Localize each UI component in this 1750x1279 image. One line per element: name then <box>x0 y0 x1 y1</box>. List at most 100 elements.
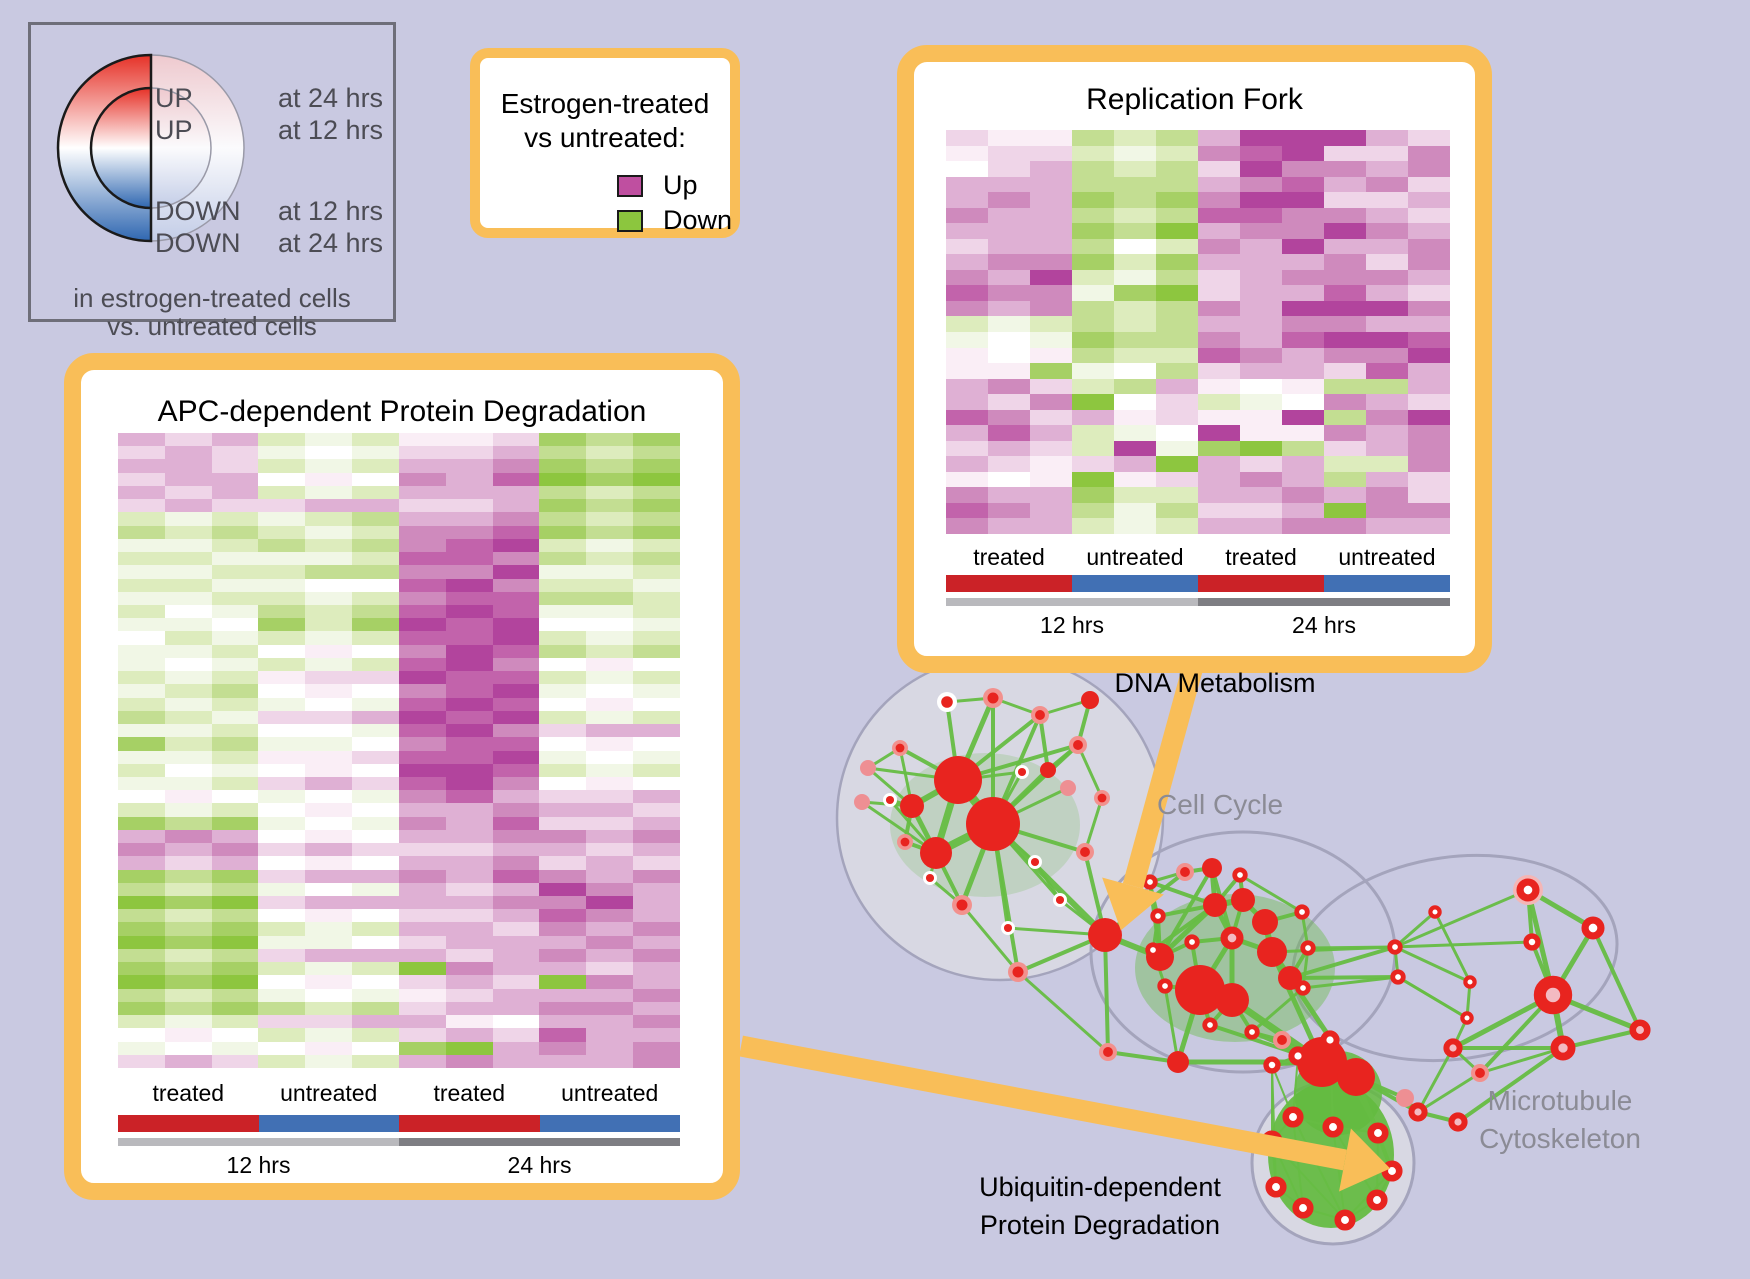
heatmap-cell <box>988 502 1030 519</box>
heatmap-cell <box>398 816 446 830</box>
heatmap-cell <box>1198 347 1240 364</box>
heatmap-cell <box>1114 425 1156 441</box>
heatmap-cell <box>633 1054 680 1068</box>
heatmap-cell <box>1156 378 1198 395</box>
heatmap-cell <box>1282 456 1324 472</box>
heatmap-cell <box>539 750 587 764</box>
heatmap-cell <box>539 909 587 923</box>
heatmap-cell <box>1156 223 1198 239</box>
network-node <box>1088 918 1122 952</box>
heatmap-cell <box>164 790 212 804</box>
heatmap-cell <box>539 499 587 513</box>
heatmap-cell <box>398 485 446 500</box>
network-node <box>934 756 982 804</box>
network-node <box>1294 904 1310 920</box>
heatmap-cell <box>305 525 353 539</box>
heatmap-cell <box>1240 440 1282 457</box>
heatmap-cell <box>211 604 259 619</box>
heatmap-cell <box>118 962 165 976</box>
heatmap-cell <box>586 750 634 764</box>
heatmap-cell <box>586 499 634 513</box>
heatmap-cell <box>352 776 399 791</box>
heatmap-cell <box>164 684 212 698</box>
ring-down-outer-time: at 24 hrs <box>278 228 384 258</box>
heatmap-cell <box>211 790 259 804</box>
heatmap-cell <box>258 909 306 923</box>
heatmap-cell <box>1156 207 1198 224</box>
heatmap-cell <box>398 446 446 460</box>
network-edge <box>1288 975 1400 980</box>
heatmap-cell <box>1240 456 1282 472</box>
heatmap-cell <box>1324 300 1366 317</box>
network-node <box>1366 1189 1388 1211</box>
heatmap-cell <box>633 816 680 830</box>
heatmap-cell <box>445 896 493 910</box>
network-node <box>1060 780 1076 796</box>
heatmap-cell <box>305 882 353 897</box>
heatmap-cell <box>1282 176 1324 193</box>
network-edge <box>1292 1116 1346 1221</box>
ubiquitin-label-line2: Protein Degradation <box>979 1210 1221 1240</box>
heatmap-cell <box>164 869 212 883</box>
heatmap-cell <box>539 776 587 791</box>
heatmap-cell <box>539 962 587 976</box>
apc-group-label: treated <box>152 1080 225 1106</box>
heatmap-cell <box>1198 207 1240 224</box>
network-edge <box>1416 1046 1455 1114</box>
heatmap-cell <box>305 472 353 486</box>
heatmap-cell <box>492 710 540 725</box>
heatmap-cell <box>633 724 680 738</box>
heatmap-cell <box>1114 145 1156 162</box>
heatmap-cell <box>445 538 493 553</box>
heatmap-cell <box>164 1015 212 1029</box>
network-node-core <box>1475 1068 1485 1078</box>
heatmap-cell <box>164 882 212 897</box>
rf-group-label: untreated <box>1338 544 1436 570</box>
heatmap-cell <box>258 1015 306 1029</box>
heatmap-cell <box>1072 161 1114 177</box>
network-node <box>1396 1089 1414 1107</box>
heatmap-cell <box>988 269 1030 286</box>
heatmap-cell <box>1198 161 1240 177</box>
heatmap-cell <box>211 631 259 645</box>
heatmap-cell <box>258 565 306 579</box>
heatmap-cell <box>305 1041 353 1055</box>
heatmap-cell <box>539 657 587 672</box>
network-node <box>1231 888 1255 912</box>
apc-treatment-bars <box>118 1115 680 1132</box>
heatmap-cell <box>398 512 446 526</box>
heatmap-cell <box>164 485 212 500</box>
heatmap-cell <box>586 909 634 923</box>
heatmap-cell <box>305 644 353 658</box>
network-edge <box>960 903 1020 974</box>
heatmap-cell <box>1198 518 1240 534</box>
heatmap-cell <box>633 499 680 513</box>
heatmap-cell <box>118 512 165 526</box>
heatmap-cell <box>211 829 259 844</box>
heatmap-cell <box>258 803 306 817</box>
network-edge <box>1306 945 1397 950</box>
heatmap-cell <box>492 909 540 923</box>
ring-up-inner-time: at 12 hrs <box>278 115 384 145</box>
heatmap-cell <box>352 604 399 619</box>
heatmap-cell <box>305 446 353 460</box>
heatmap-cell <box>445 869 493 883</box>
heatmap-cell <box>164 724 212 738</box>
heatmap-cell <box>1240 487 1282 503</box>
heatmap-cell <box>1324 316 1366 332</box>
heatmap-cell <box>398 948 446 963</box>
heatmap-cell <box>1198 145 1240 162</box>
network-node <box>966 797 1020 851</box>
heatmap-cell <box>445 816 493 830</box>
heatmap-cell <box>633 433 680 447</box>
network-node-core <box>1012 966 1024 978</box>
heatmap-cell <box>1114 518 1156 534</box>
heatmap-cell <box>988 518 1030 534</box>
heatmap-cell <box>988 409 1030 426</box>
network-node <box>1292 1197 1314 1219</box>
heatmap-cell <box>1240 502 1282 519</box>
heatmap-cell <box>445 1001 493 1016</box>
heatmap-cell <box>1282 300 1324 317</box>
heatmap-cell <box>1114 471 1156 488</box>
heatmap-cell <box>586 803 634 817</box>
